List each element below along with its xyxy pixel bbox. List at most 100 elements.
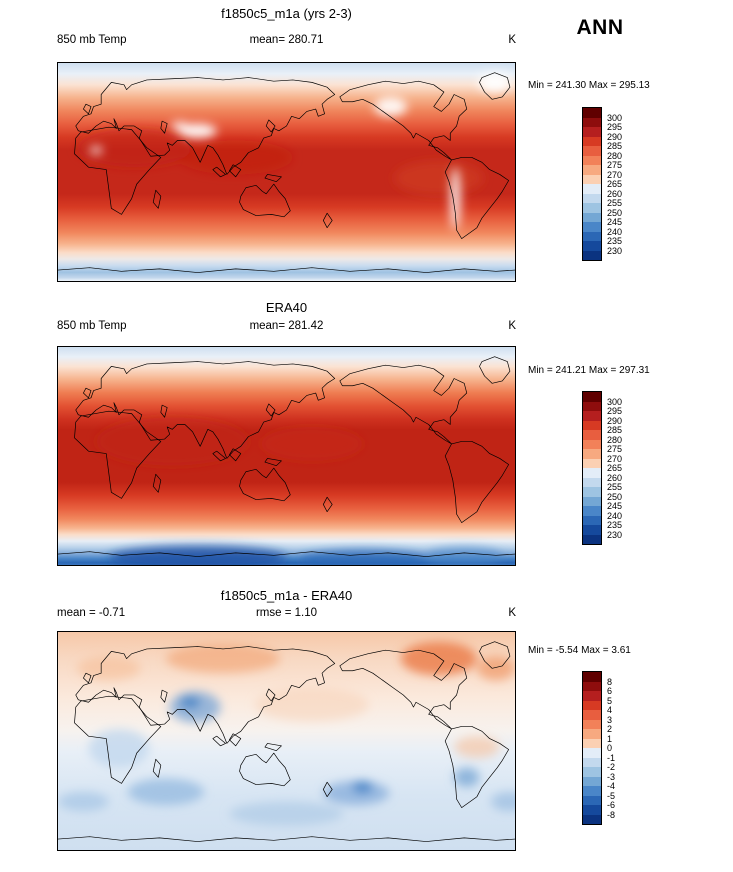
colorbar-tick-label: 1 — [607, 733, 613, 744]
colorbar-tick-label: 250 — [607, 491, 623, 502]
panel1-map — [57, 62, 516, 282]
colorbar-segment — [583, 525, 601, 535]
colorbar-segment — [583, 146, 601, 156]
colorbar-tick-label: 295 — [607, 122, 623, 132]
colorbar-segment — [583, 534, 601, 544]
colorbar-tick-label: 275 — [607, 160, 623, 170]
colorbar-segment — [583, 515, 601, 525]
colorbar-tick-label: 280 — [607, 150, 623, 161]
panel1-mean-label: mean= 280.71 — [249, 34, 324, 46]
colorbar-tick-label: 230 — [607, 245, 623, 256]
colorbar-tick-label: 300 — [607, 396, 623, 407]
colorbar-tick-label: -8 — [607, 809, 616, 820]
panel1-minmax: Min = 241.30 Max = 295.13 — [528, 80, 650, 91]
panel2-field-label: 850 mb Temp — [57, 320, 127, 332]
colorbar-tick-label: -4 — [607, 781, 616, 791]
colorbar-tick-label: -6 — [607, 800, 616, 810]
colorbar-swatch-column — [582, 391, 602, 545]
colorbar-segment — [583, 411, 601, 421]
panel3-mean-label: mean = -0.71 — [57, 607, 126, 619]
colorbar-segment — [583, 449, 601, 459]
colorbar-tick-label: 300 — [607, 112, 623, 123]
colorbar-segment — [583, 729, 601, 739]
colorbar-segment — [583, 108, 601, 118]
panel2-units-label: K — [508, 320, 516, 332]
panel1-header: 850 mb Temp mean= 280.71 K — [57, 34, 516, 48]
colorbar-segment — [583, 757, 601, 767]
colorbar-segment — [583, 165, 601, 175]
colorbar-tick-label: 4 — [607, 705, 613, 715]
panel3-units-label: K — [508, 607, 516, 619]
colorbar-tick-label: -2 — [607, 762, 616, 772]
colorbar-segment — [583, 250, 601, 260]
colorbar-segment — [583, 691, 601, 701]
colorbar-segment — [583, 401, 601, 411]
colorbar-tick-label: 265 — [607, 179, 623, 189]
panel3-title: f1850c5_m1a - ERA40 — [220, 588, 353, 603]
colorbar-tick-label: -3 — [607, 771, 616, 782]
colorbar-tick-label: 270 — [607, 169, 623, 180]
colorbar-segment — [583, 477, 601, 487]
colorbar-tick-label: 3 — [607, 714, 613, 725]
colorbar-segment — [583, 506, 601, 516]
panel3-colorbar: 8 6 5 4 3 2 1 0 -1 -2 -3 -4 -5 -6 -8 — [582, 671, 702, 825]
colorbar-segment — [583, 468, 601, 478]
colorbar-segment — [583, 814, 601, 824]
colorbar-segment — [583, 392, 601, 402]
colorbar-tick-label: 240 — [607, 510, 623, 521]
difference-map — [58, 632, 515, 850]
colorbar-tick-label: 6 — [607, 686, 613, 696]
colorbar-segment — [583, 487, 601, 497]
colorbar-tick-label: 0 — [607, 743, 613, 753]
colorbar-segment — [583, 203, 601, 213]
colorbar-tick-label: 240 — [607, 226, 623, 237]
colorbar-segment — [583, 212, 601, 222]
colorbar-segment — [583, 710, 601, 720]
colorbar-tick-label: -5 — [607, 790, 616, 801]
colorbar-tick-label: -1 — [607, 752, 616, 763]
colorbar-tick-label: 8 — [607, 676, 613, 687]
colorbar-segment — [583, 738, 601, 748]
colorbar-tick-label: 260 — [607, 188, 623, 199]
panel1-colorbar: 300 295 290 285 280 275 270 265 260 255 250 245 240 2… — [582, 107, 702, 261]
colorbar-tick-label: 245 — [607, 217, 623, 227]
colorbar-tick-label: 245 — [607, 501, 623, 511]
colorbar-tick-label: 2 — [607, 724, 613, 734]
colorbar-swatch-column — [582, 671, 602, 825]
panel1-field-label: 850 mb Temp — [57, 34, 127, 46]
colorbar-segment — [583, 430, 601, 440]
model-temperature-map — [58, 63, 515, 281]
panel1-title: f1850c5_m1a (yrs 2-3) — [221, 6, 352, 21]
colorbar-tick-label: 295 — [607, 406, 623, 416]
colorbar-segment — [583, 805, 601, 815]
colorbar-tick-label: 235 — [607, 236, 623, 246]
colorbar-segment — [583, 496, 601, 506]
colorbar-segment — [583, 786, 601, 796]
colorbar-segment — [583, 439, 601, 449]
colorbar-segment — [583, 795, 601, 805]
colorbar-tick-label: 280 — [607, 434, 623, 445]
colorbar-tick-label: 270 — [607, 453, 623, 464]
colorbar-tick-label: 235 — [607, 520, 623, 530]
panel2-minmax: Min = 241.21 Max = 297.31 — [528, 365, 650, 376]
colorbar-segment — [583, 193, 601, 203]
colorbar-swatch-column — [582, 107, 602, 261]
colorbar-segment — [583, 184, 601, 194]
colorbar-tick-label: 255 — [607, 198, 623, 208]
difference-cold-bias-patches — [58, 691, 515, 826]
colorbar-segment — [583, 672, 601, 682]
colorbar-tick-label: 285 — [607, 141, 623, 151]
era40-temperature-map — [58, 347, 515, 565]
colorbar-tick-label: 265 — [607, 463, 623, 473]
panel1-units-label: K — [508, 34, 516, 46]
colorbar-tick-label: 275 — [607, 444, 623, 454]
colorbar-segment — [583, 241, 601, 251]
colorbar-segment — [583, 700, 601, 710]
colorbar-segment — [583, 231, 601, 241]
colorbar-segment — [583, 719, 601, 729]
colorbar-tick-label: 250 — [607, 207, 623, 218]
season-label: ANN — [576, 16, 624, 39]
colorbar-tick-label: 230 — [607, 529, 623, 540]
colorbar-tick-label: 260 — [607, 472, 623, 483]
colorbar-tick-label: 290 — [607, 131, 623, 142]
